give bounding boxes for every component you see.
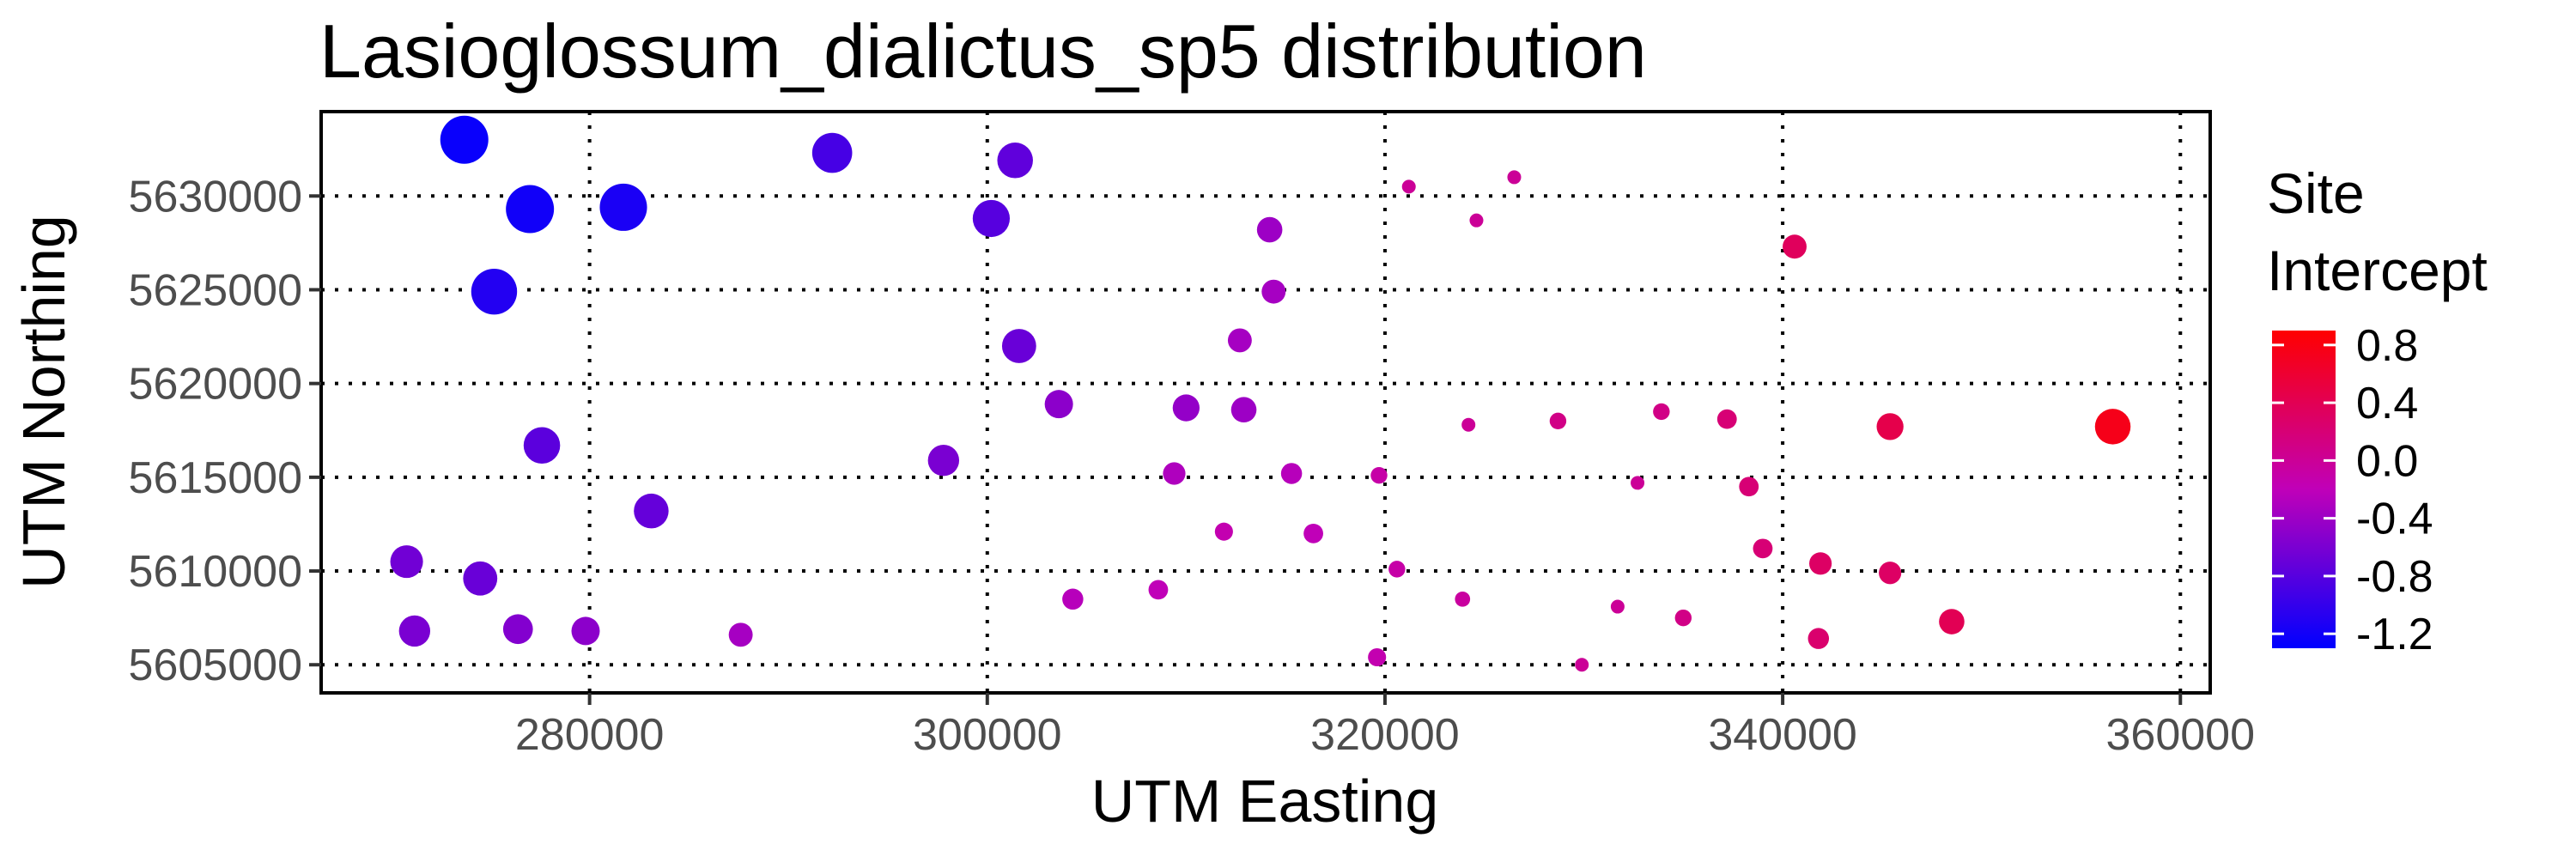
data-point: [1227, 328, 1252, 353]
legend-tick-label: 0.8: [2356, 321, 2418, 371]
data-point: [1280, 463, 1303, 484]
x-tick-label: 360000: [2105, 710, 2255, 760]
data-point: [1044, 390, 1073, 419]
data-point: [1163, 462, 1186, 485]
data-point: [1469, 213, 1484, 228]
x-tick-label: 340000: [1708, 710, 1857, 760]
data-point: [1148, 580, 1169, 600]
y-tick-label: 5630000: [129, 172, 302, 222]
legend-ticks: 0.8 0.4 0.0 -0.4 -0.8 -1.2: [2272, 321, 2433, 659]
plot-panel-border: [319, 110, 2212, 695]
data-point: [972, 199, 1011, 238]
x-tick-label: 300000: [913, 710, 1062, 760]
y-tick-label: 5625000: [129, 265, 302, 315]
data-point: [1172, 394, 1200, 422]
data-point: [1575, 658, 1589, 672]
data-point: [634, 493, 669, 529]
data-point: [1653, 403, 1670, 421]
data-point: [463, 561, 498, 596]
data-point: [2094, 409, 2131, 445]
data-point: [506, 185, 555, 234]
data-point: [1716, 409, 1737, 429]
legend-tick-label: -1.2: [2356, 610, 2433, 659]
data-point: [1939, 609, 1965, 635]
data-point: [1062, 588, 1084, 610]
data-point: [1401, 179, 1416, 194]
data-point: [1261, 279, 1286, 304]
legend-title-line-2: Intercept: [2267, 239, 2488, 302]
data-point: [811, 132, 853, 173]
data-point: [1879, 562, 1902, 585]
y-tick-label: 5610000: [129, 547, 302, 597]
data-point: [398, 615, 431, 647]
data-point: [1256, 216, 1283, 243]
data-point: [523, 427, 561, 464]
data-point: [1631, 476, 1645, 490]
data-point: [728, 622, 753, 647]
data-point: [571, 616, 600, 646]
y-tick-label: 5620000: [129, 360, 302, 410]
legend-tick-label: -0.4: [2356, 495, 2433, 544]
data-point: [1368, 647, 1387, 667]
x-axis-title: UTM Easting: [1091, 768, 1439, 835]
data-point: [1001, 329, 1036, 363]
data-point: [997, 143, 1033, 179]
data-point: [1809, 552, 1832, 575]
data-point: [1674, 609, 1692, 627]
data-point: [927, 445, 960, 477]
data-point: [1214, 522, 1233, 541]
data-point: [1507, 170, 1522, 185]
legend-title-line-1: Site: [2267, 161, 2365, 225]
color-legend: Site Intercept 0.8 0.4 0.0 -0.4 -0.8 -1.2: [2267, 161, 2488, 659]
x-axis: 280000 300000 320000 340000 360000: [515, 693, 2255, 760]
legend-tick-label: -0.8: [2356, 552, 2433, 602]
data-point: [599, 183, 647, 231]
legend-tick-label: 0.0: [2356, 436, 2418, 486]
data-point: [1807, 628, 1830, 649]
data-point: [440, 115, 489, 164]
data-points: [390, 115, 2131, 672]
legend-colorbar: [2272, 331, 2336, 648]
y-tick-label: 5615000: [129, 453, 302, 503]
data-point: [1876, 413, 1904, 440]
data-point: [1753, 538, 1773, 559]
data-point: [1370, 466, 1388, 484]
data-point: [390, 545, 423, 579]
data-point: [1230, 397, 1257, 423]
data-point: [502, 614, 533, 645]
data-point: [1549, 412, 1567, 430]
x-tick-label: 280000: [515, 710, 665, 760]
y-tick-label: 5605000: [129, 641, 302, 690]
data-point: [471, 268, 518, 315]
data-point: [1303, 523, 1323, 543]
data-point: [1461, 417, 1476, 432]
data-point: [1388, 561, 1406, 578]
x-tick-label: 320000: [1310, 710, 1460, 760]
chart-title: Lasioglossum_dialictus_sp5 distribution: [319, 9, 1647, 94]
data-point: [1783, 234, 1807, 259]
y-axis-title: UTM Northing: [10, 215, 77, 589]
y-axis: 5605000 5610000 5615000 5620000 5625000 56300…: [129, 172, 321, 690]
legend-tick-label: 0.4: [2356, 379, 2418, 428]
data-point: [1455, 591, 1471, 607]
data-point: [1739, 477, 1759, 497]
data-point: [1610, 599, 1625, 614]
